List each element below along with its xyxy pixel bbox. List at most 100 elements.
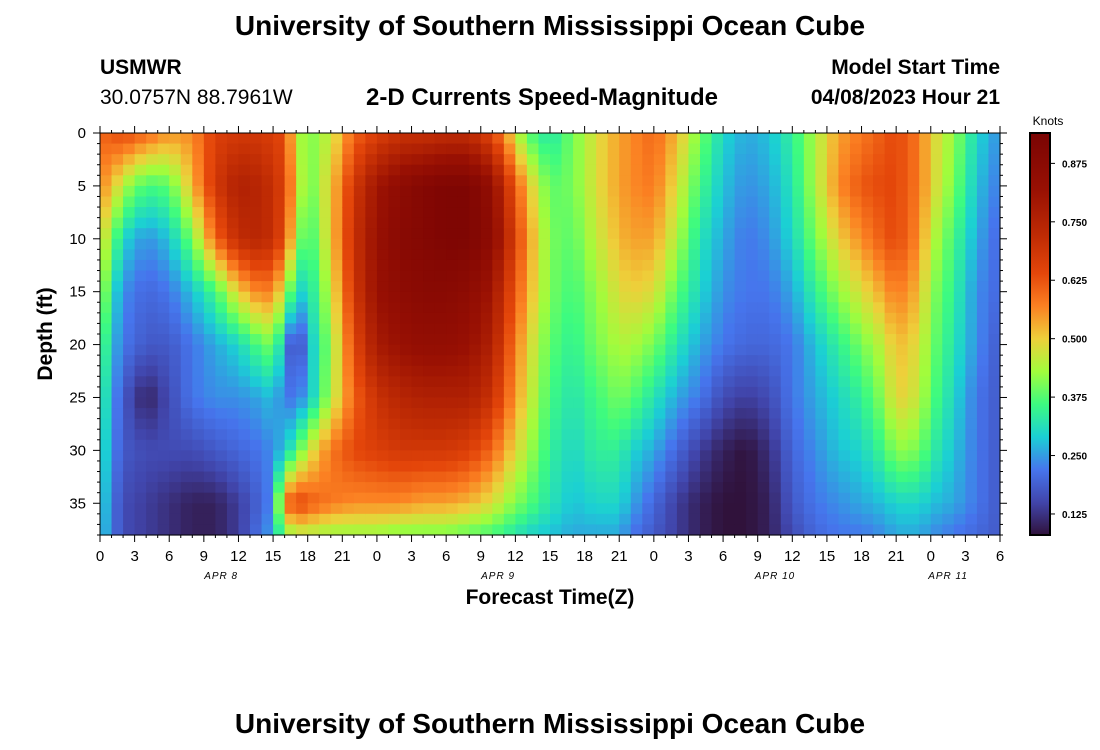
heatmap-cell bbox=[723, 312, 736, 325]
heatmap-cell bbox=[596, 217, 609, 229]
heatmap-cell bbox=[192, 312, 205, 325]
heatmap-cell bbox=[850, 249, 863, 261]
heatmap-cell bbox=[250, 471, 263, 483]
heatmap-cell bbox=[792, 376, 805, 388]
heatmap-cell bbox=[619, 175, 632, 187]
heatmap-cell bbox=[376, 133, 390, 145]
heatmap-cell bbox=[757, 439, 770, 451]
heatmap-cell bbox=[134, 196, 147, 208]
heatmap-cell bbox=[342, 175, 355, 187]
heatmap-cell bbox=[873, 238, 886, 250]
heatmap-cell bbox=[250, 376, 263, 388]
heatmap-cell bbox=[457, 418, 470, 430]
heatmap-cell bbox=[815, 143, 828, 155]
heatmap-cell bbox=[376, 238, 390, 250]
heatmap-cell bbox=[526, 281, 540, 293]
heatmap-cell bbox=[930, 482, 943, 494]
heatmap-cell bbox=[815, 175, 828, 187]
heatmap-cell bbox=[515, 503, 528, 515]
heatmap-cell bbox=[503, 228, 516, 240]
heatmap-cell bbox=[942, 408, 955, 420]
heatmap-cell bbox=[711, 207, 724, 219]
heatmap-cell bbox=[873, 143, 886, 155]
heatmap-cell bbox=[203, 185, 216, 198]
heatmap-cell bbox=[400, 154, 413, 166]
heatmap-cell bbox=[111, 471, 124, 483]
heatmap-cell bbox=[180, 418, 193, 430]
heatmap-cell bbox=[642, 439, 655, 451]
heatmap-cell bbox=[884, 471, 897, 483]
heatmap-cell bbox=[665, 386, 678, 399]
heatmap-cell bbox=[734, 355, 747, 367]
heatmap-cell bbox=[250, 365, 263, 377]
heatmap-cell bbox=[180, 291, 193, 303]
heatmap-cell bbox=[538, 270, 551, 282]
heatmap-cell bbox=[238, 270, 251, 282]
heatmap-cell bbox=[342, 259, 355, 272]
heatmap-cell bbox=[561, 334, 574, 346]
heatmap-cell bbox=[815, 323, 828, 335]
heatmap-cell bbox=[642, 503, 655, 515]
heatmap-cell bbox=[469, 217, 482, 229]
heatmap-cell bbox=[942, 217, 955, 229]
heatmap-cell bbox=[665, 217, 678, 229]
heatmap-cell bbox=[861, 376, 874, 388]
heatmap-cell bbox=[157, 513, 170, 526]
heatmap-cell bbox=[838, 460, 851, 473]
heatmap-cell bbox=[619, 259, 632, 272]
heatmap-cell bbox=[953, 185, 966, 198]
heatmap-cell bbox=[596, 143, 609, 155]
heatmap-cell bbox=[492, 228, 505, 240]
heatmap-cell bbox=[607, 196, 620, 208]
heatmap-cell bbox=[215, 408, 228, 420]
heatmap-cell bbox=[503, 238, 516, 250]
heatmap-cell bbox=[919, 524, 932, 536]
heatmap-cell bbox=[469, 259, 482, 272]
heatmap-cell bbox=[584, 175, 597, 187]
heatmap-cell bbox=[319, 365, 332, 377]
heatmap-cell bbox=[469, 133, 482, 145]
heatmap-cell bbox=[146, 323, 159, 335]
heatmap-cell bbox=[411, 482, 424, 494]
heatmap-cell bbox=[226, 408, 240, 420]
heatmap-cell bbox=[100, 513, 113, 526]
heatmap-cell bbox=[861, 228, 874, 240]
heatmap-cell bbox=[976, 482, 990, 494]
heatmap-cell bbox=[261, 207, 274, 219]
heatmap-cell bbox=[665, 281, 678, 293]
heatmap-cell bbox=[273, 196, 286, 208]
heatmap-cell bbox=[815, 207, 828, 219]
heatmap-cell bbox=[803, 376, 816, 388]
heatmap-cell bbox=[919, 450, 932, 462]
heatmap-cell bbox=[434, 238, 447, 250]
heatmap-cell bbox=[630, 418, 643, 430]
heatmap-cell bbox=[700, 450, 713, 462]
heatmap-cell bbox=[203, 376, 216, 388]
heatmap-cell bbox=[215, 418, 228, 430]
heatmap-cell bbox=[930, 439, 943, 451]
heatmap-cell bbox=[319, 323, 332, 335]
heatmap-cell bbox=[157, 259, 170, 272]
heatmap-cell bbox=[261, 460, 274, 473]
heatmap-cell bbox=[469, 471, 482, 483]
heatmap-cell bbox=[457, 429, 470, 441]
heatmap-cell bbox=[134, 238, 147, 250]
heatmap-cell bbox=[873, 503, 886, 515]
heatmap-cell bbox=[376, 143, 390, 155]
heatmap-cell bbox=[561, 365, 574, 377]
heatmap-cell bbox=[423, 418, 436, 430]
heatmap-cell bbox=[630, 429, 643, 441]
heatmap-cell bbox=[203, 228, 216, 240]
heatmap-cell bbox=[630, 503, 643, 515]
heatmap-cell bbox=[826, 207, 840, 219]
heatmap-cell bbox=[503, 450, 516, 462]
heatmap-cell bbox=[330, 408, 343, 420]
heatmap-cell bbox=[884, 217, 897, 229]
heatmap-cell bbox=[342, 492, 355, 504]
heatmap-cell bbox=[688, 429, 701, 441]
heatmap-cell bbox=[238, 386, 251, 399]
heatmap-cell bbox=[250, 133, 263, 145]
heatmap-cell bbox=[492, 175, 505, 187]
heatmap-cell bbox=[930, 408, 943, 420]
heatmap-cell bbox=[688, 513, 701, 526]
